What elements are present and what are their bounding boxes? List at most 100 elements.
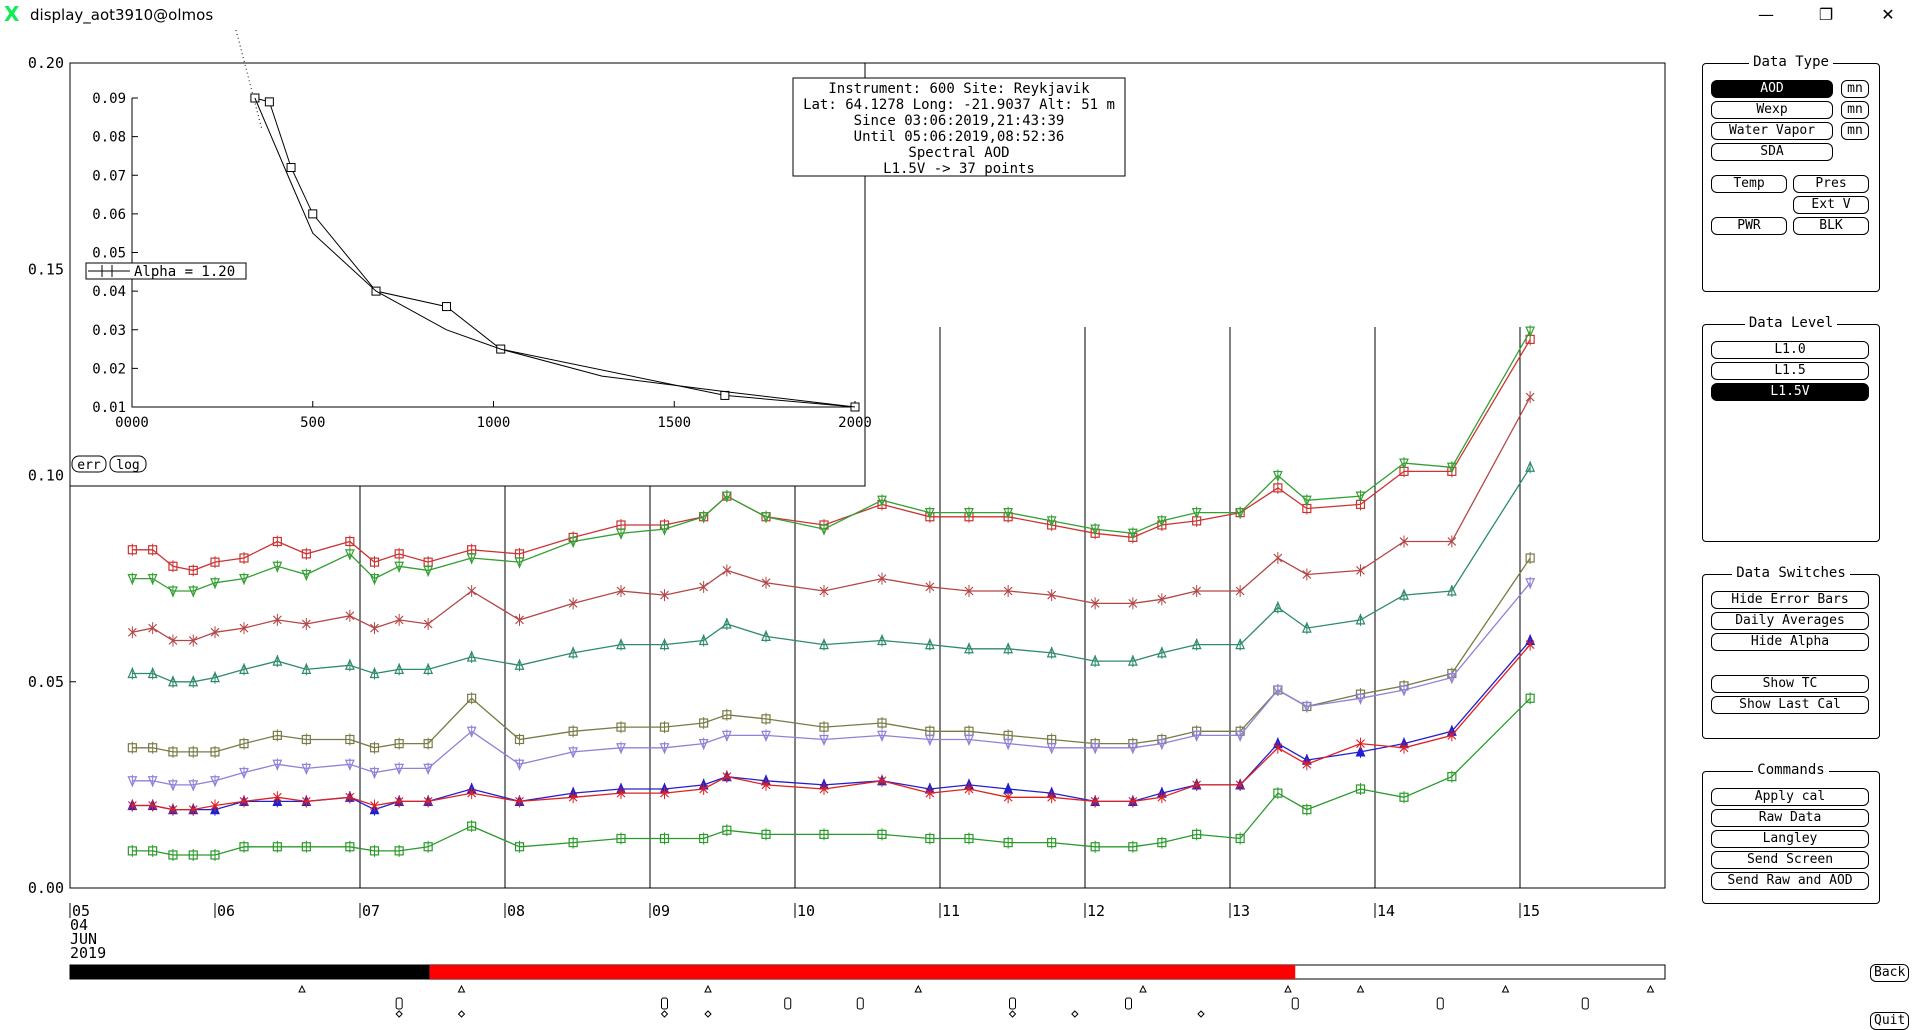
inset-y-tick-label: 0.01 (92, 400, 126, 416)
inset-y-tick-label: 0.04 (92, 284, 126, 300)
level-l1-0-button[interactable]: L1.0 (1711, 341, 1869, 359)
info-line: Instrument: 600 Site: Reykjavik (828, 81, 1090, 97)
alpha-label-box: Alpha = 1.20 (85, 262, 247, 280)
timeline-triangle-marker (914, 984, 923, 993)
x-tick-label: 14 (1377, 902, 1395, 920)
log-button-label: log (116, 458, 139, 473)
date-month-label: JUN (70, 930, 97, 948)
x-tick-label: 12 (1087, 902, 1105, 920)
data-switches-panel: Data Switches Hide Error Bars Daily Aver… (1702, 565, 1880, 739)
x-tick-label: 15 (1522, 902, 1540, 920)
pres-button[interactable]: Pres (1793, 175, 1869, 193)
log-button[interactable]: log (109, 455, 147, 473)
title-bar: X display_aot3910@olmos — ❐ ✕ (0, 0, 1920, 30)
y-tick-label: 0.10 (28, 467, 64, 485)
err-button[interactable]: err (71, 455, 107, 473)
timeline-diamond-marker (395, 1010, 403, 1018)
timeline-triangle-marker (1139, 984, 1147, 993)
aod-mn-button[interactable]: mn (1841, 80, 1869, 98)
alpha-box-frame (85, 262, 247, 280)
y-tick-label: 0.15 (28, 260, 64, 278)
hide-error-bars-button[interactable]: Hide Error Bars (1711, 591, 1869, 609)
water-vapor-button[interactable]: Water Vapor (1711, 122, 1833, 140)
aod-button[interactable]: AOD (1711, 80, 1833, 98)
info-line: Since 03:06:2019,21:43:39 (854, 113, 1065, 129)
data-type-title: Data Type (1749, 54, 1833, 70)
sda-button[interactable]: SDA (1711, 143, 1833, 161)
timeline-capsule-marker (661, 997, 668, 1010)
alpha-legend-symbol (88, 265, 130, 277)
timeline-diamond-marker (457, 1010, 466, 1018)
inset-data-point (720, 390, 730, 400)
inset-data-point (264, 97, 274, 107)
info-line: Until 05:06:2019,08:52:36 (854, 129, 1065, 145)
inset-y-tick-label: 0.07 (92, 168, 126, 184)
show-tc-button[interactable]: Show TC (1711, 675, 1869, 693)
info-line: Lat: 64.1278 Long: -21.9037 Alt: 51 m (803, 97, 1115, 113)
show-last-cal-button[interactable]: Show Last Cal (1711, 696, 1869, 714)
langley-button[interactable]: Langley (1711, 830, 1869, 848)
timeline-triangle-marker (1284, 984, 1292, 993)
hide-alpha-button[interactable]: Hide Alpha (1711, 633, 1869, 651)
timeline-capsule-marker (1125, 997, 1132, 1010)
data-level-panel: Data Level L1.0 L1.5 L1.5V (1702, 315, 1880, 542)
close-button[interactable]: ✕ (1881, 5, 1895, 24)
inset-y-tick-label: 0.05 (92, 246, 126, 262)
series-line-group (127, 460, 1536, 688)
inset-x-tick-label: 1500 (657, 415, 691, 431)
data-level-title: Data Level (1744, 315, 1838, 331)
err-button-label: err (77, 458, 101, 473)
level-l1-5v-button[interactable]: L1.5V (1711, 383, 1869, 401)
inset-x-tick-label: 1000 (477, 415, 511, 431)
timeline-triangle-marker (457, 984, 466, 993)
daily-averages-button[interactable]: Daily Averages (1711, 612, 1869, 630)
pwr-button[interactable]: PWR (1711, 217, 1787, 235)
water-vapor-mn-button[interactable]: mn (1841, 122, 1869, 140)
y-tick-label: 0.00 (28, 879, 64, 897)
x-tick-label: 10 (797, 902, 815, 920)
data-type-panel: Data Type AOD mn Wexp mn Water Vapor mn … (1702, 54, 1880, 292)
send-screen-button[interactable]: Send Screen (1711, 851, 1869, 869)
x-tick-label: 06 (217, 902, 235, 920)
apply-cal-button[interactable]: Apply cal (1711, 788, 1869, 806)
wexp-button[interactable]: Wexp (1711, 101, 1833, 119)
blk-button[interactable]: BLK (1793, 217, 1869, 235)
series-line-group (127, 576, 1536, 792)
timeline-capsule-marker (1436, 997, 1444, 1010)
temp-button[interactable]: Temp (1711, 175, 1787, 193)
send-raw-and-aod-button[interactable]: Send Raw and AOD (1711, 872, 1869, 890)
timeline-diamond-marker (1008, 1010, 1017, 1018)
raw-data-button[interactable]: Raw Data (1711, 809, 1869, 827)
back-button[interactable]: Back (1870, 964, 1910, 982)
series-line-group (127, 391, 1535, 647)
inset-x-tick-label: 0000 (115, 415, 149, 431)
inset-y-tick-label: 0.02 (92, 361, 126, 377)
inset-x-tick-label: 500 (300, 415, 325, 431)
inset-data-point (286, 163, 296, 173)
x-tick-label: 05 (72, 902, 90, 920)
x-tick-label: 07 (362, 902, 380, 920)
timeline-black-segment (70, 965, 430, 979)
inset-y-tick-label: 0.06 (92, 207, 126, 223)
quit-button[interactable]: Quit (1870, 1012, 1910, 1030)
timeline-capsule-marker (856, 997, 864, 1010)
alpha-label: Alpha = 1.20 (134, 264, 235, 280)
info-line: Spectral AOD (908, 145, 1009, 161)
restore-button[interactable]: ❐ (1818, 5, 1834, 24)
level-l1-5-button[interactable]: L1.5 (1711, 362, 1869, 380)
inset-fit-curve (254, 97, 856, 408)
err-button-frame (71, 455, 107, 473)
commands-title: Commands (1753, 762, 1829, 778)
minimize-button[interactable]: — (1758, 5, 1774, 24)
inset-data-point (308, 209, 318, 219)
timeline-diamond-marker (660, 1010, 669, 1018)
timeline-triangle-marker (1356, 984, 1365, 993)
wexp-mn-button[interactable]: mn (1841, 101, 1869, 119)
timeline-capsule-marker (1581, 997, 1589, 1010)
y-tick-label: 0.20 (28, 54, 64, 72)
inset-x-tick-label: 2000 (838, 415, 872, 431)
ext-v-button[interactable]: Ext V (1793, 196, 1869, 214)
timeline-triangle-marker (1501, 984, 1510, 993)
x-app-icon: X (4, 2, 20, 26)
